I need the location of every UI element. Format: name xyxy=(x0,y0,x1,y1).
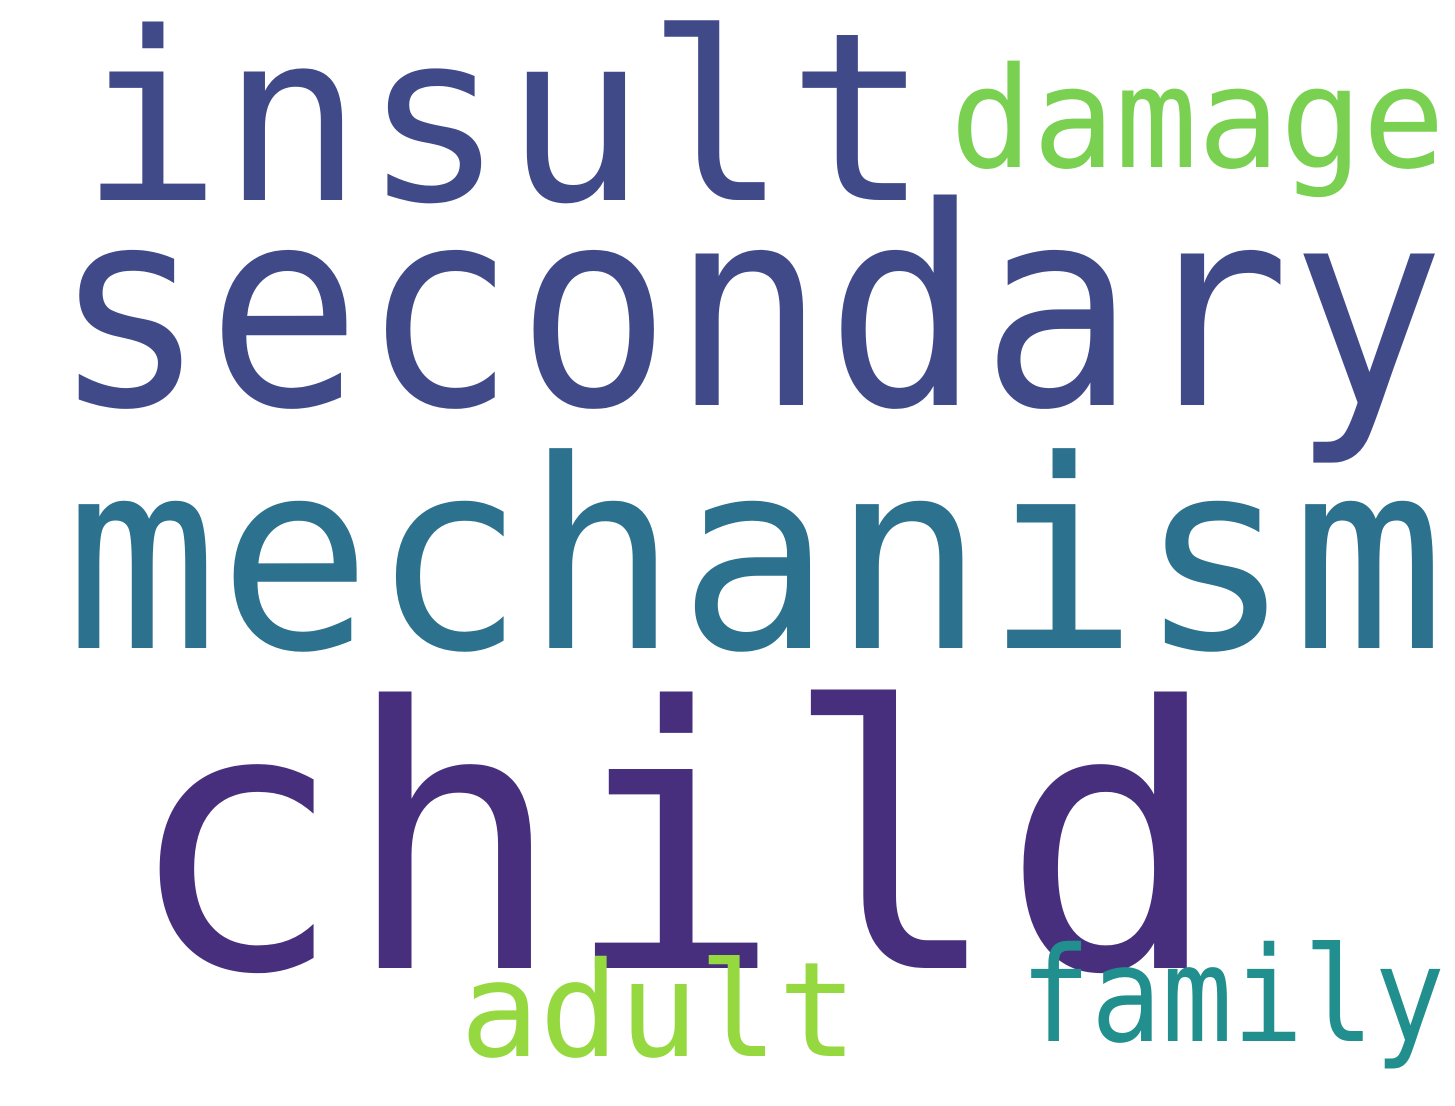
word-adult: adult xyxy=(460,934,858,1088)
word-damage: damage xyxy=(950,38,1446,201)
word-insult: insult xyxy=(80,0,929,256)
word-family: family xyxy=(1020,919,1445,1073)
word-child: child xyxy=(125,630,1221,1054)
word-secondary: secondary xyxy=(52,149,1446,471)
word-mechanism: mechanism xyxy=(65,405,1446,711)
